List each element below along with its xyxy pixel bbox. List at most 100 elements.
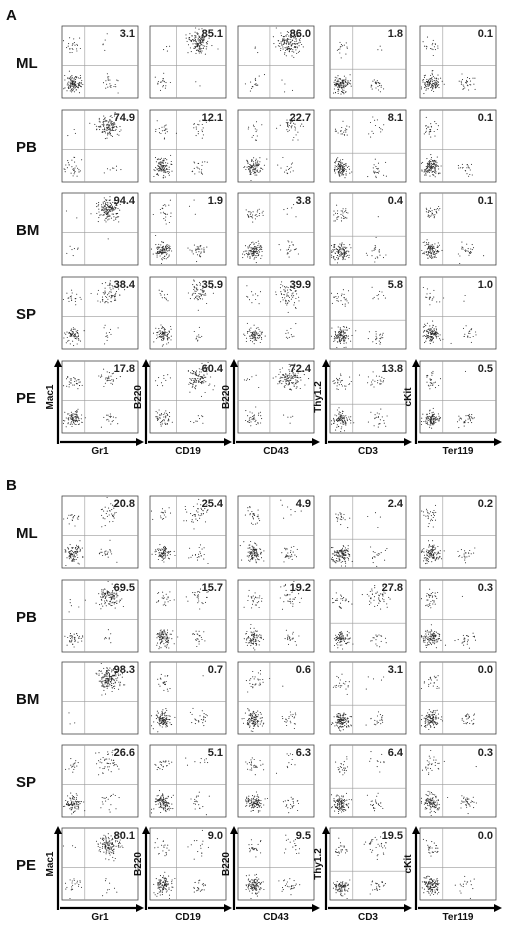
event-dot — [77, 87, 79, 89]
event-dot — [192, 521, 194, 523]
event-dot — [249, 170, 251, 172]
event-dot — [163, 545, 165, 547]
event-dot — [249, 514, 251, 516]
event-dot — [431, 79, 433, 81]
event-dot — [104, 324, 106, 326]
event-dot — [470, 84, 472, 86]
event-dot — [110, 85, 112, 87]
event-dot — [422, 241, 424, 243]
event-dot — [202, 42, 204, 44]
event-dot — [254, 46, 256, 48]
event-dot — [284, 299, 287, 301]
event-dot — [77, 77, 79, 79]
event-dot — [469, 252, 471, 254]
event-dot — [299, 387, 301, 390]
event-dot — [78, 419, 80, 421]
event-dot — [290, 550, 292, 552]
event-dot — [435, 171, 437, 173]
event-dot — [163, 416, 165, 418]
event-dot — [106, 419, 108, 421]
event-dot — [158, 409, 160, 411]
event-dot — [202, 41, 204, 43]
event-dot — [208, 120, 211, 122]
scatter-plot: 60.4 — [149, 360, 227, 434]
gate-percentage: 1.8 — [388, 28, 403, 40]
event-dot — [289, 38, 291, 40]
event-dot — [254, 47, 256, 49]
event-dot — [98, 211, 100, 213]
event-dot — [443, 83, 445, 85]
row-label: BM — [16, 222, 39, 239]
event-dot — [296, 380, 298, 382]
event-dot — [435, 256, 437, 259]
event-dot — [287, 291, 289, 293]
event-dot — [466, 77, 469, 79]
event-dot — [285, 169, 287, 171]
event-dot — [158, 168, 160, 170]
event-dot — [336, 419, 338, 421]
event-dot — [282, 374, 284, 377]
event-dot — [433, 161, 435, 163]
event-dot — [72, 335, 74, 337]
event-dot — [260, 557, 263, 559]
event-dot — [373, 386, 375, 388]
event-dot — [253, 258, 255, 260]
event-dot — [426, 243, 428, 245]
event-dot — [379, 337, 381, 340]
event-dot — [339, 243, 341, 245]
event-dot — [341, 426, 343, 428]
event-dot — [253, 547, 255, 549]
event-dot — [483, 255, 485, 257]
event-dot — [292, 551, 294, 553]
event-dot — [344, 163, 346, 165]
event-dot — [70, 328, 72, 330]
event-dot — [340, 91, 343, 93]
event-dot — [344, 253, 346, 255]
event-dot — [192, 170, 194, 172]
event-dot — [380, 333, 382, 335]
event-dot — [470, 341, 472, 343]
event-dot — [163, 377, 165, 379]
event-dot — [341, 420, 343, 422]
event-dot — [257, 209, 259, 211]
event-dot — [199, 248, 201, 250]
event-dot — [110, 551, 112, 553]
event-dot — [75, 76, 77, 78]
event-dot — [346, 254, 348, 256]
event-dot — [116, 204, 118, 206]
event-dot — [162, 246, 164, 248]
event-dot — [381, 291, 383, 293]
event-dot — [255, 83, 257, 85]
event-dot — [201, 169, 203, 171]
event-dot — [370, 136, 372, 138]
event-dot — [338, 174, 340, 176]
event-dot — [338, 416, 340, 418]
event-dot — [115, 299, 117, 301]
event-dot — [76, 554, 78, 556]
event-dot — [376, 82, 378, 84]
event-dot — [115, 218, 117, 220]
event-dot — [159, 158, 162, 160]
event-dot — [158, 377, 160, 379]
event-dot — [431, 331, 433, 333]
event-dot — [164, 165, 166, 167]
event-dot — [74, 44, 76, 46]
event-dot — [109, 205, 111, 207]
event-dot — [289, 366, 291, 368]
event-dot — [249, 166, 251, 168]
event-dot — [285, 39, 287, 41]
scatter-plot: 74.9 — [61, 109, 139, 183]
event-dot — [77, 408, 79, 410]
event-dot — [194, 46, 196, 48]
event-dot — [74, 548, 76, 550]
event-dot — [164, 547, 167, 549]
event-dot — [458, 415, 460, 417]
event-dot — [167, 333, 169, 335]
event-dot — [194, 373, 196, 376]
event-dot — [255, 262, 257, 264]
event-dot — [260, 415, 262, 417]
event-dot — [106, 553, 108, 556]
event-dot — [257, 334, 259, 336]
event-dot — [433, 160, 435, 162]
